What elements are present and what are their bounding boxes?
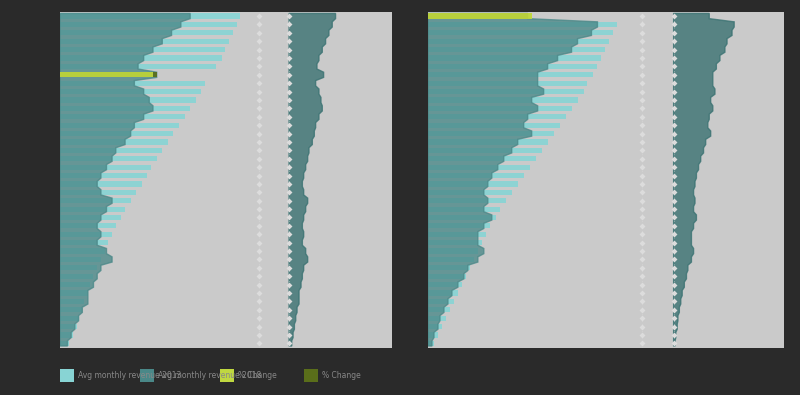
Bar [60, 333, 73, 338]
Bar [428, 22, 618, 27]
Bar [428, 156, 536, 161]
Bar [428, 181, 518, 186]
Bar [60, 215, 122, 220]
Bar [60, 198, 130, 203]
Bar [60, 72, 153, 77]
Bar [60, 232, 112, 237]
Bar [60, 55, 222, 60]
Text: Avg monthly revenue 2013: Avg monthly revenue 2013 [78, 371, 181, 380]
Text: % Change: % Change [238, 371, 276, 380]
Bar [428, 114, 566, 119]
Bar [60, 265, 97, 271]
Polygon shape [428, 13, 598, 346]
Bar [428, 13, 532, 19]
Bar [60, 190, 136, 195]
Bar [428, 81, 587, 86]
Text: % Change: % Change [322, 371, 360, 380]
Bar [60, 13, 240, 19]
Bar [60, 290, 88, 295]
Bar [60, 257, 101, 262]
Bar [60, 72, 153, 77]
Bar [60, 114, 185, 119]
Bar [428, 232, 486, 237]
Bar [428, 47, 606, 52]
Bar [60, 89, 202, 94]
Bar [60, 131, 174, 136]
Bar [60, 156, 157, 161]
Bar [428, 240, 482, 245]
Bar [60, 39, 229, 44]
Bar [428, 148, 542, 153]
Bar [428, 341, 434, 346]
Bar [428, 207, 500, 212]
Bar [428, 223, 490, 228]
Bar [60, 181, 142, 186]
Bar [60, 173, 147, 178]
Bar [428, 139, 548, 145]
Polygon shape [674, 13, 734, 346]
Bar [60, 64, 216, 69]
Bar [428, 173, 524, 178]
Bar [428, 39, 610, 44]
Bar [60, 81, 205, 86]
Bar [60, 47, 226, 52]
Bar [428, 282, 462, 287]
Bar [428, 64, 598, 69]
Bar [428, 122, 559, 128]
Bar [428, 324, 442, 329]
Bar [428, 30, 614, 36]
Bar [428, 106, 571, 111]
Bar [428, 333, 438, 338]
Bar [428, 274, 466, 279]
Bar [60, 240, 108, 245]
Bar [428, 190, 512, 195]
Bar [60, 274, 94, 279]
Bar [60, 72, 157, 77]
Bar [428, 316, 446, 321]
Bar [428, 248, 478, 254]
Polygon shape [289, 13, 335, 346]
Bar [428, 198, 506, 203]
Bar [428, 215, 496, 220]
Bar [428, 72, 594, 77]
Bar [428, 13, 532, 19]
Bar [60, 223, 116, 228]
Bar [60, 122, 179, 128]
Bar [428, 265, 470, 271]
Bar [60, 98, 196, 103]
Bar [60, 248, 105, 254]
Bar [60, 299, 84, 304]
Bar [428, 290, 458, 295]
Text: Avg monthly revenue 2018: Avg monthly revenue 2018 [158, 371, 261, 380]
Bar [428, 131, 554, 136]
Bar [60, 307, 82, 312]
Bar [60, 30, 233, 36]
Bar [428, 307, 450, 312]
Bar [60, 316, 78, 321]
Polygon shape [60, 13, 190, 346]
Bar [428, 257, 474, 262]
Bar [60, 139, 168, 145]
Bar [428, 98, 578, 103]
Bar [60, 106, 190, 111]
Bar [60, 282, 90, 287]
Bar [60, 22, 237, 27]
Bar [60, 324, 77, 329]
Bar [428, 13, 528, 19]
Bar [60, 341, 70, 346]
Bar [60, 148, 162, 153]
Bar [428, 299, 454, 304]
Bar [60, 165, 151, 170]
Bar [428, 165, 530, 170]
Bar [428, 89, 583, 94]
Bar [60, 207, 125, 212]
Bar [428, 55, 602, 60]
